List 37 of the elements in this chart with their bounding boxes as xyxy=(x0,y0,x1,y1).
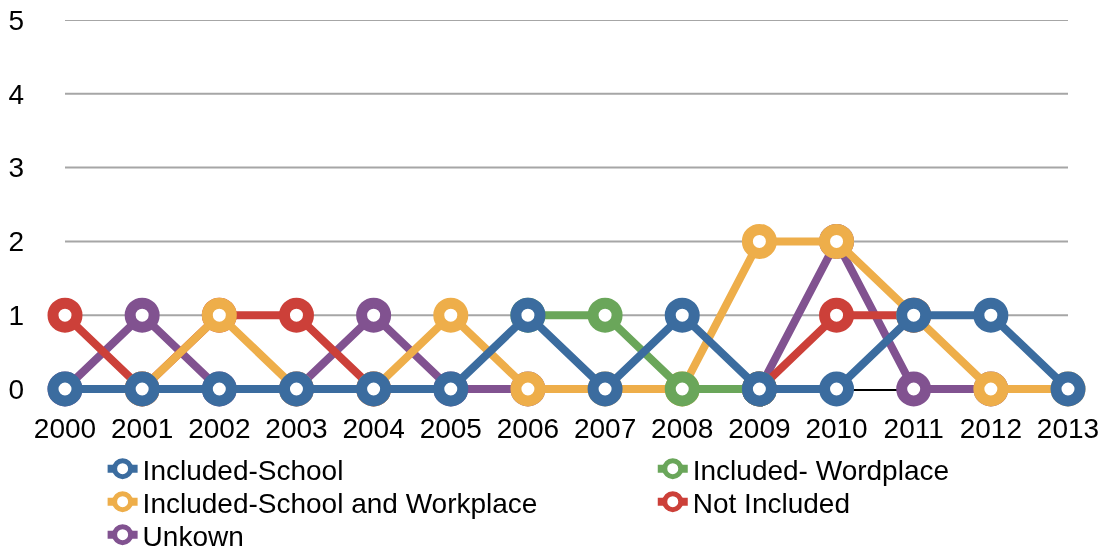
legend-label: Included-School xyxy=(142,454,344,486)
point xyxy=(819,297,855,333)
y-tick-label: 3 xyxy=(8,152,24,184)
point xyxy=(819,371,855,407)
x-tick-label: 2002 xyxy=(188,412,251,444)
legend-label: Included-School and Workplace xyxy=(142,487,538,519)
y-tick-label: 5 xyxy=(8,4,24,36)
x-tick-label: 2013 xyxy=(1036,412,1100,444)
y-tick-label: 2 xyxy=(8,226,24,258)
x-tick-label: 2000 xyxy=(33,412,97,444)
x-tick-label: 2007 xyxy=(573,412,637,444)
y-tick-label: 4 xyxy=(8,78,24,110)
y-tick-label: 1 xyxy=(8,300,24,331)
point xyxy=(433,297,469,333)
x-tick-label: 2006 xyxy=(496,412,560,444)
x-tick-label: 2010 xyxy=(805,412,868,444)
y-tick-label: 0 xyxy=(8,373,24,405)
point xyxy=(973,297,1009,333)
point xyxy=(124,297,160,333)
point xyxy=(587,297,623,333)
legend-label: Unkown xyxy=(142,520,244,551)
legend-label: Included- Wordplace xyxy=(692,454,950,486)
legend-label: Not Included xyxy=(692,487,850,519)
point xyxy=(278,297,314,333)
x-tick-label: 2001 xyxy=(111,412,174,444)
point xyxy=(47,297,83,333)
point xyxy=(741,223,777,259)
x-tick-label: 2005 xyxy=(419,412,482,444)
x-tick-label: 2012 xyxy=(959,412,1022,444)
point xyxy=(356,297,392,333)
x-tick-label: 2008 xyxy=(651,412,714,444)
point xyxy=(896,371,932,407)
x-tick-label: 2004 xyxy=(342,412,405,444)
x-tick-label: 2011 xyxy=(883,412,944,444)
x-tick-label: 2003 xyxy=(265,412,328,444)
x-tick-label: 2009 xyxy=(728,412,791,444)
point xyxy=(664,297,700,333)
